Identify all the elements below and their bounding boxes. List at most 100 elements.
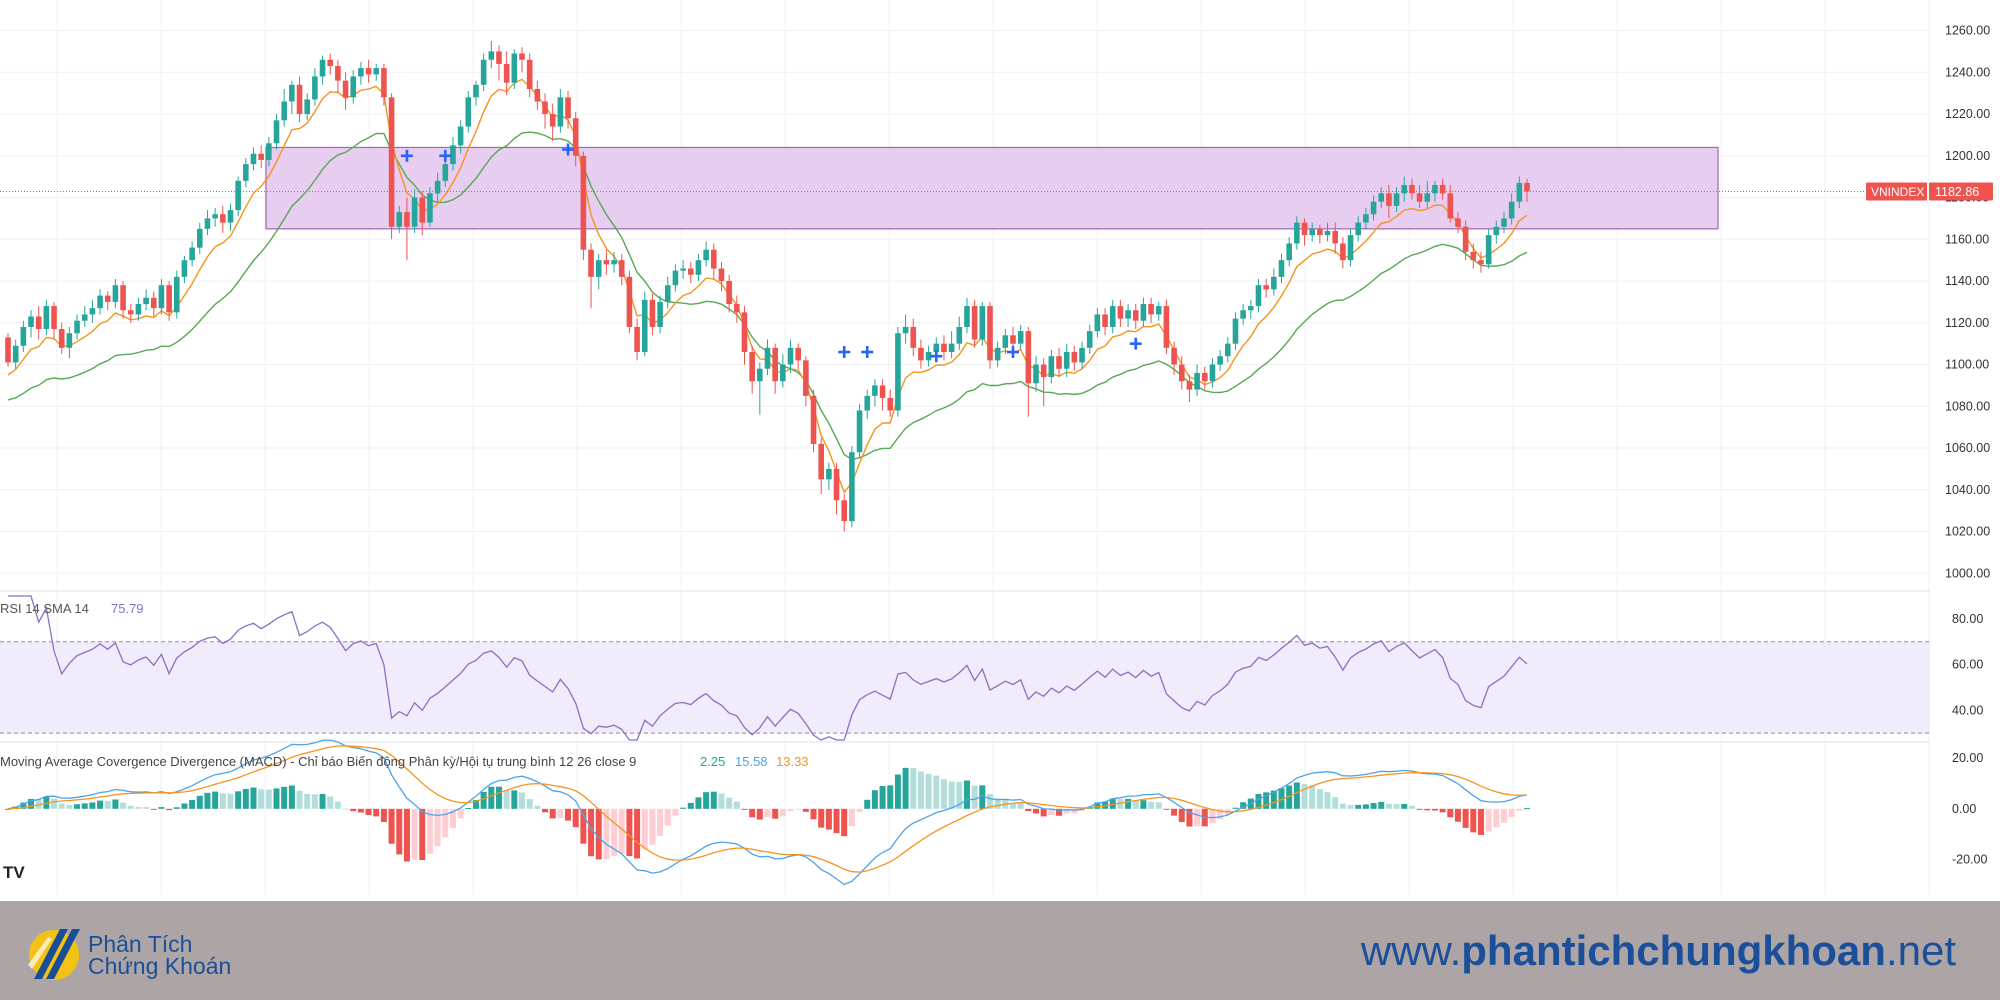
candle-body (243, 164, 249, 181)
candle (120, 281, 126, 319)
candle (1201, 366, 1208, 390)
macd-hist-bar (1132, 800, 1139, 809)
price-tick-label: 1160.00 (1945, 232, 1989, 246)
macd-hist-bar (396, 808, 403, 855)
macd-hist-bar (388, 808, 395, 844)
macd-hist-bar (1278, 788, 1285, 809)
macd-hist-bar (986, 793, 993, 809)
candle (1347, 228, 1354, 267)
candle-body (266, 143, 272, 160)
candle (956, 316, 963, 350)
candle (1102, 308, 1108, 336)
candle (1071, 345, 1078, 371)
cross-marker (1006, 346, 1019, 359)
candle (1378, 187, 1385, 208)
candle (304, 93, 310, 121)
candle (672, 264, 679, 292)
macd-hist-bar (795, 808, 802, 810)
candle-body (971, 306, 978, 340)
macd-hist-bar (342, 808, 349, 810)
candle (780, 354, 786, 388)
macd-hist-bar (380, 808, 387, 822)
macd-hist-bar (810, 808, 817, 820)
candle (534, 80, 541, 110)
macd-hist-bar (1339, 803, 1346, 809)
candle (1401, 176, 1408, 202)
candle-body (818, 443, 825, 480)
candle-body (28, 316, 34, 327)
candle-body (181, 260, 188, 277)
candle-body (342, 80, 349, 98)
price-axis: 1260.001240.001220.001200.001180.001160.… (0, 24, 1993, 580)
macd-hist-bar (334, 801, 341, 809)
candle (964, 297, 970, 334)
website-url[interactable]: www.phantichchungkhoan.net (1361, 927, 1956, 975)
macd-hist-bar (403, 808, 410, 862)
candle (864, 389, 871, 419)
candle-body (74, 320, 80, 334)
candle (227, 203, 234, 231)
macd-hist-bar (1316, 789, 1323, 809)
candle-body (1370, 201, 1377, 215)
macd-hist-bar (565, 808, 572, 821)
candle-body (519, 53, 525, 60)
macd-hist-bar (281, 786, 288, 809)
price-tick-label: 1220.00 (1945, 107, 1990, 121)
macd-hist-bar (971, 785, 978, 809)
candle (634, 318, 640, 361)
candle (312, 68, 318, 106)
macd-hist-bar (1286, 785, 1293, 809)
candle (1163, 299, 1170, 355)
rsi-line (8, 595, 1528, 741)
candle-body (120, 285, 126, 311)
candle (849, 445, 855, 528)
candle-body (672, 270, 679, 286)
candle (1125, 304, 1131, 327)
candle-body (902, 326, 909, 334)
macd-hist-bar (1217, 808, 1224, 820)
candle-body (826, 468, 832, 480)
candle-body (112, 285, 119, 302)
macd-hist-bar (1017, 803, 1024, 809)
site-suffix: .net (1885, 927, 1956, 974)
macd-hist-bar (1048, 808, 1055, 816)
candle (457, 120, 464, 154)
cross-marker (1129, 337, 1142, 350)
macd-hist-bar (1470, 808, 1477, 833)
candle (181, 255, 188, 284)
macd-hist-bar (1439, 808, 1446, 813)
candle-body (1025, 331, 1032, 384)
macd-hist-bar (120, 802, 127, 809)
candle (1140, 297, 1147, 327)
candle-body (404, 212, 410, 227)
candle-body (649, 299, 656, 327)
candle (12, 339, 19, 369)
candle (1117, 299, 1124, 327)
candle-body (312, 76, 318, 100)
candle-body (703, 249, 709, 261)
candle (1079, 341, 1085, 369)
resistance-zone-group (265, 146, 1719, 230)
macd-hist-bar (649, 808, 656, 845)
candle-body (726, 281, 732, 304)
candle (51, 301, 57, 340)
candle-body (1455, 218, 1461, 227)
candle (1370, 195, 1377, 221)
candle-body (1286, 243, 1292, 261)
macd-hist-bar (1508, 808, 1515, 818)
macd-hist-bar (1500, 808, 1507, 823)
macd-hist-bar (1447, 808, 1454, 818)
macd-hist-bar (1240, 802, 1247, 809)
macd-hist-bar (1025, 808, 1032, 812)
candle (1186, 374, 1193, 403)
macd-hist-bar (1424, 808, 1431, 811)
candle (726, 274, 732, 313)
last-price-badge (1929, 182, 1993, 201)
candle-body (1178, 364, 1185, 382)
candle-body (948, 343, 955, 353)
candle-body (1508, 201, 1515, 219)
candle (204, 210, 211, 236)
candle-body (1248, 306, 1254, 311)
macd-hist-bar (841, 808, 848, 837)
candle-body (411, 197, 418, 227)
